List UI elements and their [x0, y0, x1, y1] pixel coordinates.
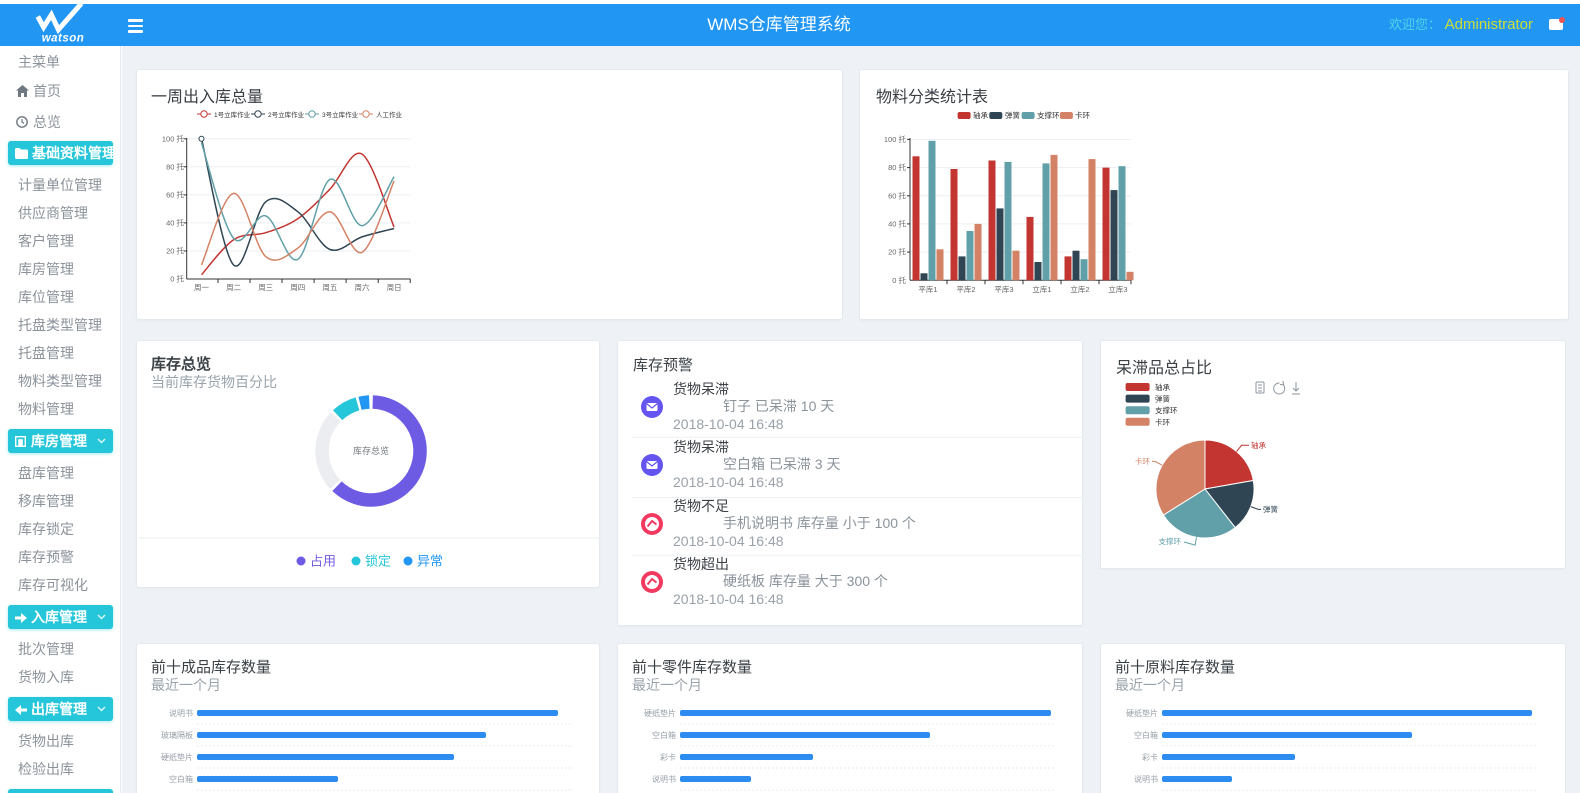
svg-text:锁定: 锁定	[365, 554, 391, 569]
svg-text:2018-10-04 16:48: 2018-10-04 16:48	[673, 416, 784, 432]
svg-text:彩卡: 彩卡	[660, 752, 676, 762]
svg-text:空白箱 已呆滞 3 天: 空白箱 已呆滞 3 天	[723, 456, 840, 472]
svg-text:平库3: 平库3	[994, 284, 1013, 294]
svg-text:平库1: 平库1	[918, 284, 937, 294]
svg-text:弹簧: 弹簧	[1005, 110, 1020, 120]
svg-text:空白箱: 空白箱	[169, 774, 193, 784]
svg-text:2018-10-04 16:48: 2018-10-04 16:48	[673, 591, 784, 607]
svg-text:货物呆滞: 货物呆滞	[673, 381, 729, 397]
svg-text:手机说明书 库存量 小于 100 个: 手机说明书 库存量 小于 100 个	[723, 515, 916, 531]
svg-text:支撑环: 支撑环	[1155, 405, 1178, 415]
svg-text:周四: 周四	[290, 283, 305, 292]
svg-text:1号立库作业: 1号立库作业	[214, 110, 251, 119]
svg-text:周六: 周六	[355, 282, 370, 292]
svg-text:空白箱: 空白箱	[1134, 730, 1158, 740]
svg-text:卡环: 卡环	[1135, 456, 1151, 466]
svg-text:弹簧: 弹簧	[1155, 394, 1171, 404]
svg-text:硬纸垫片: 硬纸垫片	[161, 752, 193, 762]
svg-text:周五: 周五	[322, 283, 337, 292]
svg-text:100 托: 100 托	[884, 134, 907, 144]
svg-text:货物呆滞: 货物呆滞	[673, 439, 729, 455]
svg-text:卡环: 卡环	[1155, 417, 1171, 427]
svg-text:卡环: 卡环	[1075, 110, 1091, 120]
svg-text:玻璃隔板: 玻璃隔板	[161, 730, 193, 740]
svg-text:立库2: 立库2	[1070, 284, 1089, 294]
svg-text:货物超出: 货物超出	[673, 556, 729, 572]
svg-text:周一: 周一	[194, 283, 209, 292]
svg-text:周三: 周三	[258, 283, 273, 292]
svg-text:钉子 已呆滞 10 天: 钉子 已呆滞 10 天	[723, 398, 834, 414]
svg-text:支撑环: 支撑环	[1037, 110, 1060, 120]
svg-text:2018-10-04 16:48: 2018-10-04 16:48	[673, 474, 784, 490]
svg-text:周二: 周二	[226, 283, 241, 292]
svg-text:库存总览: 库存总览	[353, 445, 389, 456]
svg-text:80 托: 80 托	[888, 162, 906, 172]
svg-text:平库2: 平库2	[956, 284, 975, 294]
svg-text:60 托: 60 托	[166, 189, 184, 199]
svg-text:2018-10-04 16:48: 2018-10-04 16:48	[673, 533, 784, 549]
svg-text:40 托: 40 托	[166, 217, 184, 227]
svg-text:40 托: 40 托	[888, 218, 906, 228]
svg-text:0 托: 0 托	[892, 275, 906, 285]
svg-text:80 托: 80 托	[166, 161, 184, 171]
svg-text:周日: 周日	[387, 283, 402, 292]
svg-text:硬纸垫片: 硬纸垫片	[1126, 708, 1158, 718]
svg-text:3号立库作业: 3号立库作业	[322, 110, 359, 119]
svg-text:货物不足: 货物不足	[673, 498, 729, 514]
svg-text:彩卡: 彩卡	[1142, 752, 1158, 762]
svg-text:硬纸垫片: 硬纸垫片	[644, 708, 676, 718]
svg-text:20 托: 20 托	[166, 246, 184, 256]
svg-text:占用: 占用	[310, 554, 336, 569]
svg-text:2号立库作业: 2号立库作业	[268, 110, 305, 119]
svg-text:空白箱: 空白箱	[652, 730, 676, 740]
svg-text:轴承: 轴承	[973, 110, 988, 120]
svg-text:硬纸板 库存量 大于 300 个: 硬纸板 库存量 大于 300 个	[723, 573, 888, 589]
svg-text:支撑环: 支撑环	[1159, 536, 1182, 546]
svg-text:人工作业: 人工作业	[376, 110, 403, 119]
svg-text:异常: 异常	[417, 554, 443, 569]
svg-text:立库3: 立库3	[1108, 284, 1127, 294]
svg-text:轴承: 轴承	[1155, 382, 1171, 392]
svg-text:说明书: 说明书	[1134, 774, 1158, 784]
svg-text:说明书: 说明书	[169, 708, 193, 718]
svg-text:60 托: 60 托	[888, 190, 906, 200]
svg-text:立库1: 立库1	[1032, 284, 1051, 294]
svg-text:20 托: 20 托	[888, 247, 906, 257]
svg-text:watson: watson	[42, 33, 85, 45]
svg-text:0 托: 0 托	[170, 274, 184, 284]
svg-text:弹簧: 弹簧	[1263, 504, 1279, 514]
svg-text:100 托: 100 托	[162, 133, 185, 143]
svg-text:轴承: 轴承	[1251, 440, 1267, 450]
svg-text:说明书: 说明书	[652, 774, 676, 784]
